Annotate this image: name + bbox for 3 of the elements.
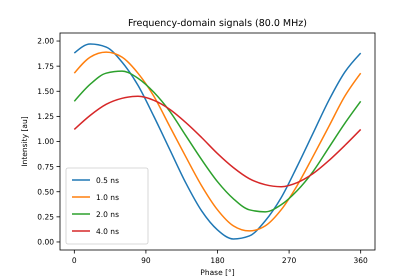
line-series — [74, 96, 362, 188]
chart-title: Frequency-domain signals (80.0 MHz) — [128, 18, 307, 29]
line-series — [74, 70, 362, 213]
